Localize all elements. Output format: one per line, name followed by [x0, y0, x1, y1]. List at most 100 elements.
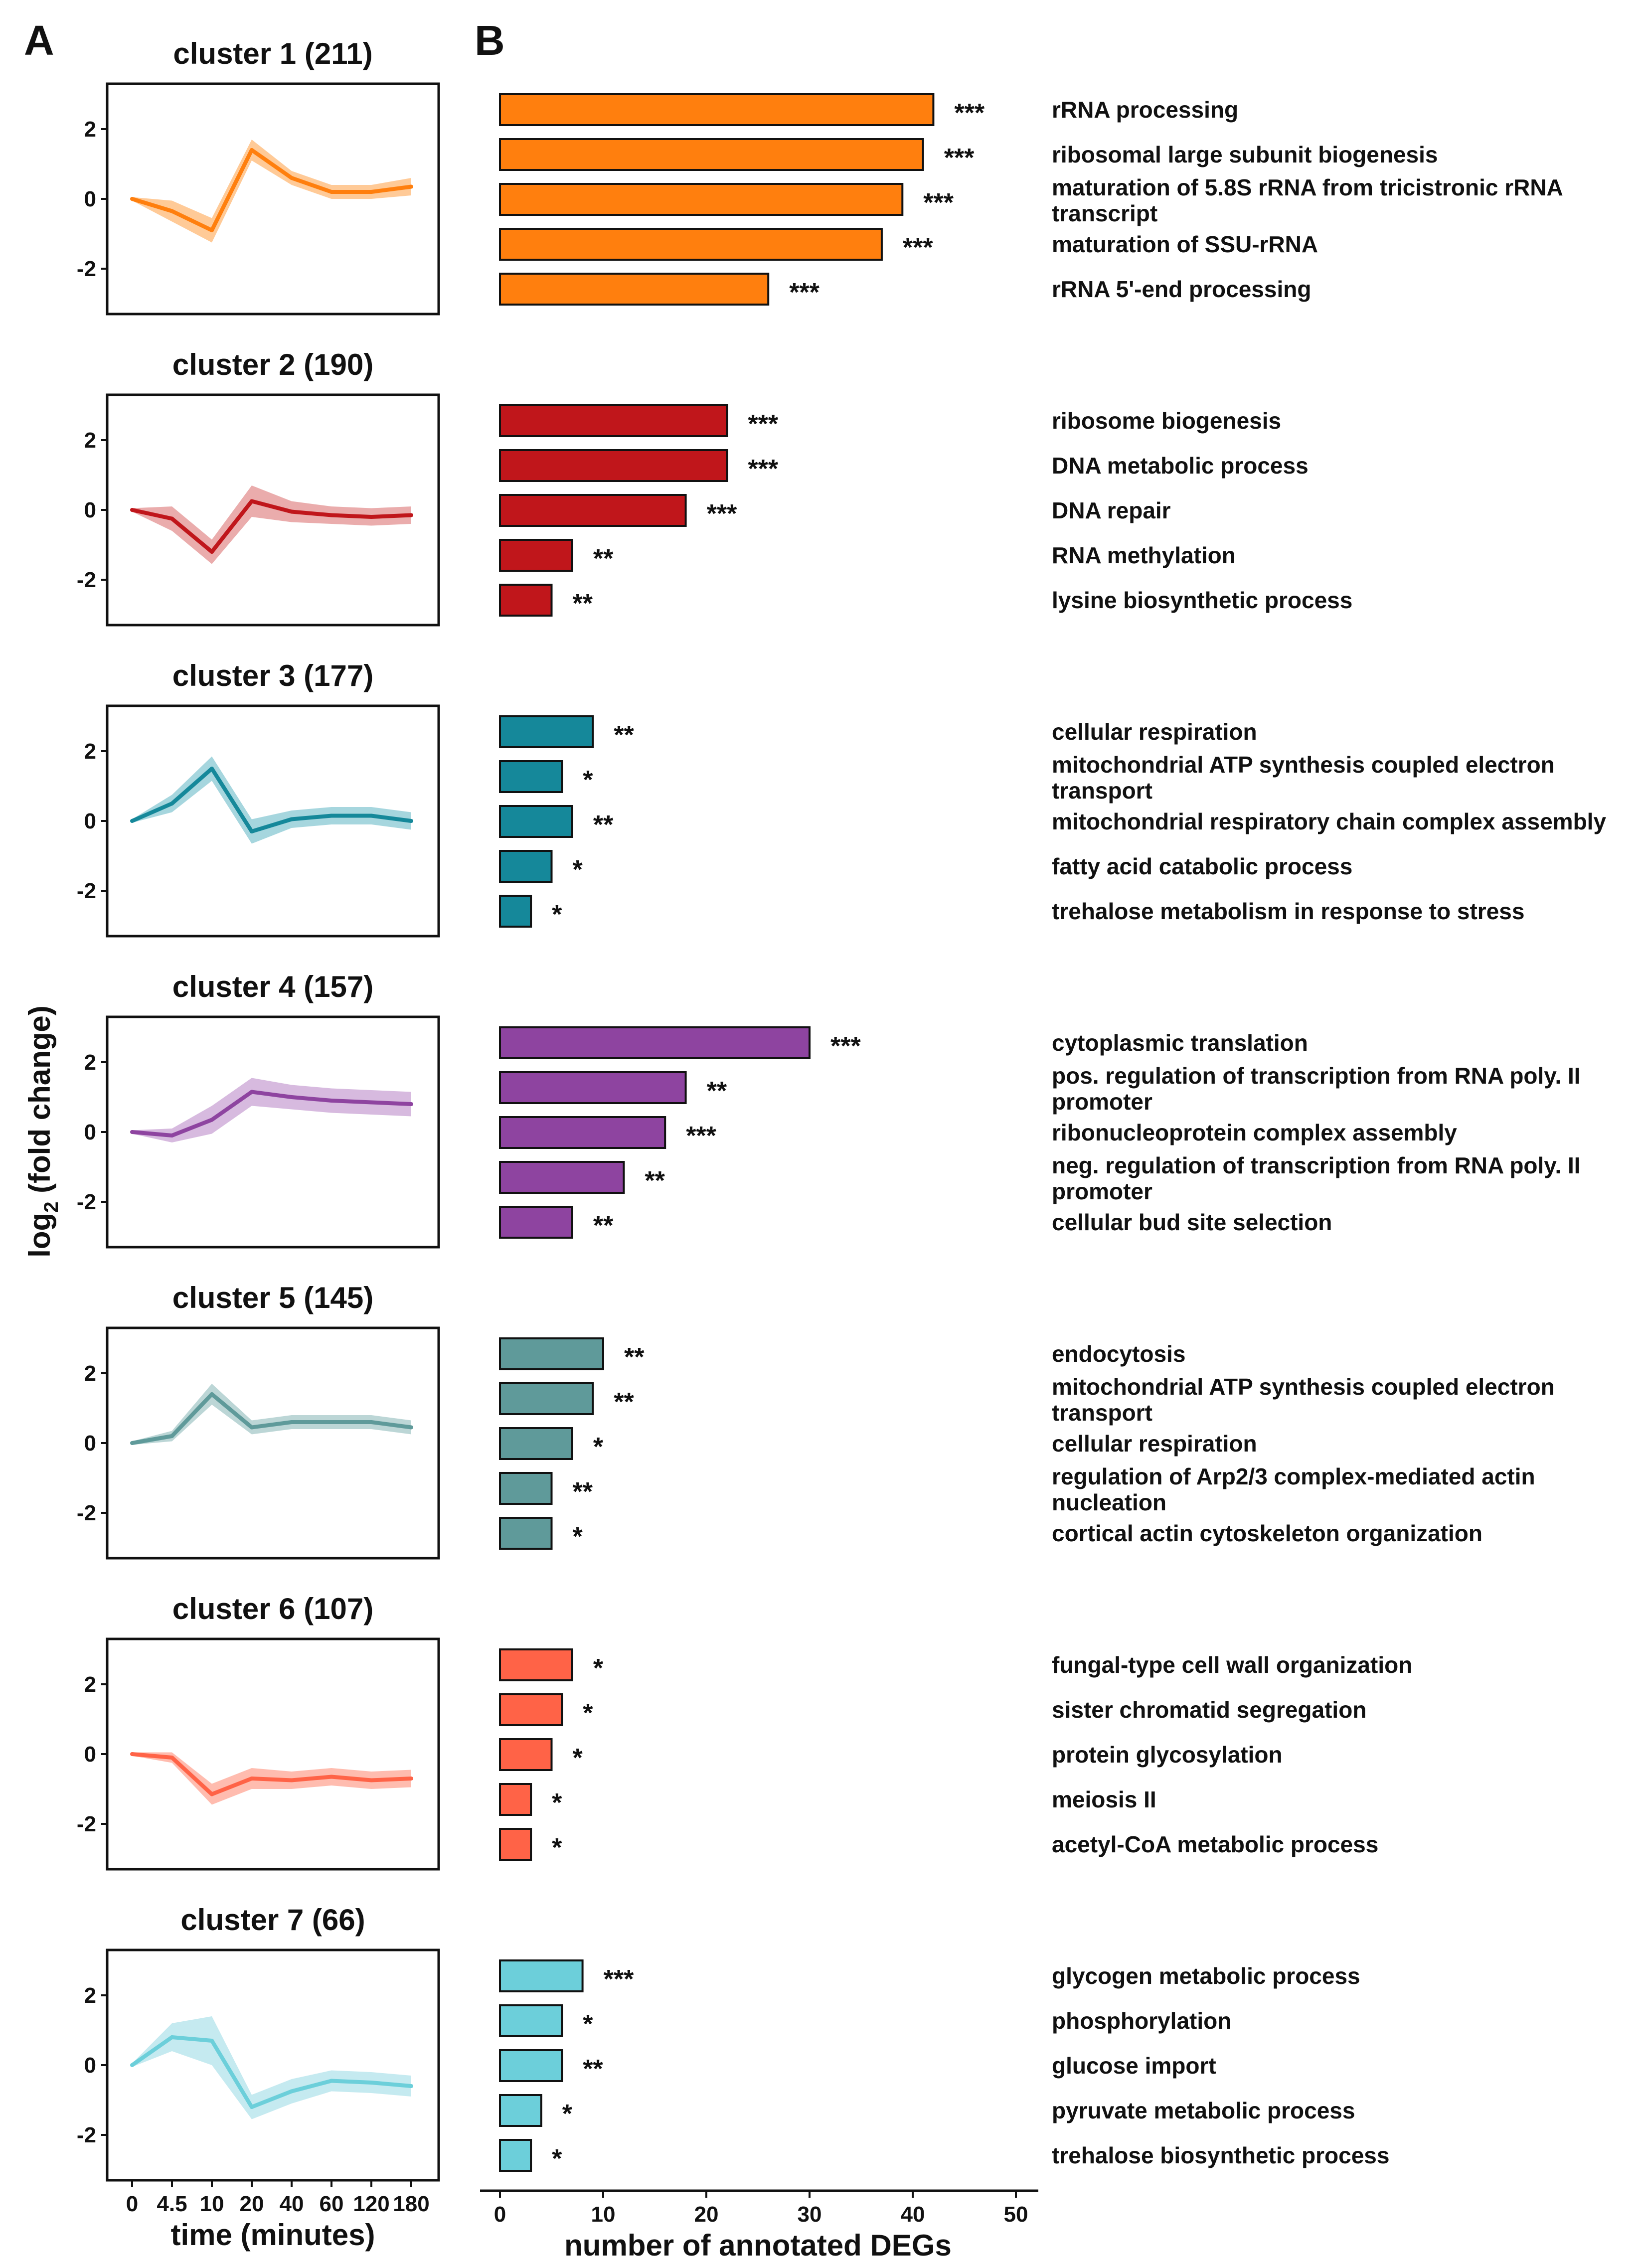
bar — [499, 1959, 584, 1992]
data-point — [409, 1777, 413, 1781]
bar-x-tick-label: 30 — [798, 2202, 822, 2227]
mean-line — [131, 767, 412, 833]
y-tick-label: 2 — [84, 1983, 96, 2008]
mean-line — [132, 1392, 412, 1445]
significance-stars: *** — [830, 1032, 861, 1061]
go-term-label: cellular respiration — [1052, 719, 1257, 745]
confidence-band — [132, 1078, 411, 1142]
go-term-label: fatty acid catabolic process — [1052, 853, 1352, 879]
significance-stars: ** — [583, 2055, 603, 2084]
go-term-label: rRNA processing — [1052, 97, 1238, 123]
cluster-title: cluster 2 (190) — [172, 348, 374, 381]
go-term-label: DNA metabolic process — [1052, 453, 1309, 479]
bar-x-axis: 0 10 20 30 40 50 number of annotated DEGs — [480, 2189, 1038, 2262]
data-point — [409, 184, 413, 189]
go-term-label: cortical actin cytoskeleton organization — [1052, 1520, 1482, 1546]
significance-stars: ** — [614, 1388, 634, 1417]
data-point — [329, 1099, 333, 1103]
data-point — [130, 2063, 134, 2067]
go-term-label-cont: promoter — [1052, 1089, 1152, 1115]
go-term-label: trehalose metabolism in response to stre… — [1052, 898, 1524, 924]
go-term-label: endocytosis — [1052, 1341, 1185, 1367]
significance-stars: * — [583, 1699, 593, 1728]
y-tick-label: -2 — [77, 1501, 96, 1525]
bar — [499, 2139, 532, 2172]
bar-x-tick-label: 10 — [591, 2202, 616, 2227]
bar — [499, 1693, 563, 1726]
mean-line — [131, 2035, 412, 2109]
bar — [499, 760, 563, 793]
data-point — [369, 515, 373, 519]
data-point — [210, 767, 214, 771]
x-tick-label: 60 — [320, 2192, 344, 2216]
data-point — [329, 190, 333, 194]
go-term-label-cont: transcript — [1052, 200, 1157, 226]
cluster-panel-7: cluster 7 (66)20-20 4.5 10 20 40 60 120 180 — [77, 1903, 440, 2216]
bar — [499, 1116, 666, 1149]
mean-line — [132, 1090, 412, 1137]
data-point — [170, 1756, 174, 1760]
data-point — [329, 1420, 333, 1424]
go-term-label-cont: transport — [1052, 778, 1152, 804]
data-point — [329, 1775, 333, 1779]
data-point — [250, 499, 254, 503]
significance-stars: * — [593, 1654, 604, 1683]
bar — [499, 494, 687, 527]
significance-stars: * — [573, 855, 583, 884]
confidence-band — [132, 1384, 411, 1445]
bar — [499, 1026, 811, 1059]
data-point — [210, 1792, 214, 1796]
panel-label-b: B — [475, 17, 505, 64]
data-point — [130, 1441, 134, 1445]
bar-x-tick-label: 0 — [494, 2202, 506, 2227]
bar — [499, 1783, 532, 1816]
cluster-title: cluster 1 (211) — [173, 37, 372, 70]
cluster-panel-3: cluster 3 (177) 2 0 -2 — [77, 659, 440, 938]
data-point — [210, 1118, 214, 1122]
significance-stars: * — [552, 1833, 562, 1862]
y-tick-label: 2 — [84, 1050, 96, 1075]
go-group-6: * fungal-type cell wall organization * sist… — [499, 1648, 1412, 1862]
bar — [499, 449, 728, 482]
go-term-label: cellular respiration — [1052, 1431, 1257, 1457]
go-term-label: sister chromatid segregation — [1052, 1697, 1366, 1723]
cluster-panel-2: cluster 2 (190) 2 0 -2 — [77, 348, 440, 627]
bar — [499, 138, 924, 171]
go-group-3: ** cellular respiration*mitochondrial ATP… — [499, 715, 1606, 929]
significance-stars: *** — [748, 410, 778, 439]
go-group-5: ** endocytosis**mitochondrial ATP synthes… — [499, 1337, 1555, 1551]
bar — [499, 93, 935, 126]
bar — [499, 1206, 573, 1239]
cluster-title: cluster 6 (107) — [172, 1592, 374, 1625]
go-term-label: phosphorylation — [1052, 2008, 1231, 2034]
y-axis-title-subscript: 2 — [40, 1202, 62, 1213]
plot-frame — [106, 1326, 440, 1560]
go-term-label: ribosomal large subunit biogenesis — [1052, 142, 1438, 167]
significance-stars: *** — [944, 144, 975, 172]
bar — [499, 273, 770, 306]
data-point — [290, 1420, 294, 1424]
y-tick-label: 0 — [84, 809, 96, 833]
data-point — [369, 1420, 373, 1424]
significance-stars: * — [583, 766, 593, 795]
data-point — [329, 813, 333, 818]
cluster-title: cluster 3 (177) — [172, 659, 374, 692]
go-term-label: glucose import — [1052, 2053, 1216, 2079]
data-point — [210, 1392, 214, 1396]
bar-x-tick-label: 50 — [1004, 2202, 1028, 2227]
data-point — [409, 2084, 413, 2088]
data-point — [170, 516, 174, 521]
bar — [499, 1161, 625, 1194]
significance-stars: ** — [707, 1077, 727, 1106]
data-point — [210, 550, 214, 554]
bar-x-axis-title: number of annotated DEGs — [564, 2229, 952, 2262]
go-term-label: fungal-type cell wall organization — [1052, 1652, 1412, 1678]
panel-b-bar-chart: *** rRNA processing*** ribosomal large sub… — [480, 93, 1606, 2262]
significance-stars: *** — [923, 188, 954, 217]
y-axis-title-rest: (fold change) — [23, 1005, 56, 1201]
data-point — [130, 197, 134, 201]
go-group-7: *** glycogen metabolic process* phosphoryl… — [499, 1959, 1389, 2173]
significance-stars: *** — [903, 233, 933, 262]
data-point — [130, 819, 134, 823]
